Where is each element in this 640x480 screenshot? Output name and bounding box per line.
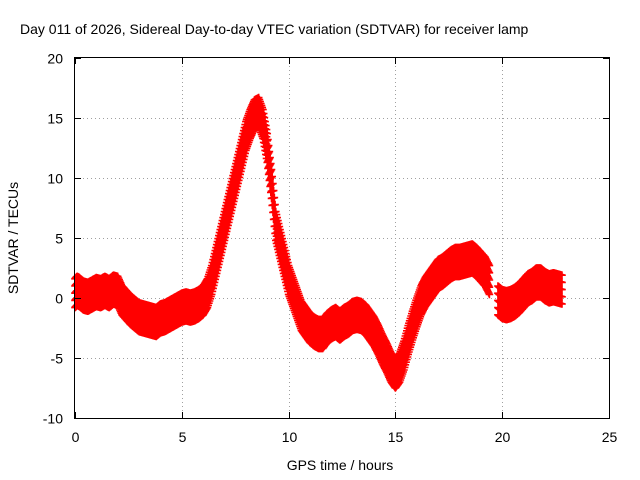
x-tick-label: 20	[495, 429, 511, 445]
data-point	[271, 200, 279, 209]
data-point	[558, 300, 566, 308]
y-tick-label: 10	[47, 171, 63, 187]
data-point	[264, 135, 272, 144]
data-point	[267, 159, 275, 168]
y-tick-label: 15	[47, 111, 63, 127]
data-point	[269, 179, 277, 188]
x-tick-label: 10	[282, 429, 298, 445]
x-tick-label: 0	[72, 429, 80, 445]
plot-frame	[74, 57, 610, 419]
data-point	[558, 285, 566, 294]
data-point	[265, 147, 274, 156]
x-tick-label: 5	[179, 429, 187, 445]
series-2	[494, 264, 566, 324]
y-tick-label: -5	[51, 351, 64, 367]
data-point	[485, 283, 494, 291]
tick-labels: 0 5 10 15 20 25 -10 -5 0 5 10 15 20	[43, 51, 618, 446]
data-point	[485, 276, 494, 284]
data-point	[266, 153, 274, 162]
data-point	[558, 271, 566, 279]
data-point	[269, 186, 278, 195]
data-point	[485, 290, 494, 299]
x-tick-label: 25	[602, 429, 618, 445]
data-point	[485, 261, 494, 270]
data-point	[270, 193, 279, 202]
y-tick-label: 20	[47, 51, 63, 67]
data-point	[263, 129, 272, 138]
y-axis-title: SDTVAR / TECUs	[5, 182, 21, 294]
data-layer	[71, 93, 566, 392]
y-tick-label: 5	[55, 231, 63, 247]
x-axis-title: GPS time / hours	[287, 457, 394, 473]
data-point	[485, 269, 494, 277]
series-1	[71, 93, 494, 392]
data-point	[264, 141, 273, 150]
data-point	[268, 172, 277, 181]
data-point	[558, 293, 566, 301]
data-point	[267, 165, 276, 174]
chart-title: Day 011 of 2026, Sidereal Day-to-day VTE…	[20, 21, 529, 37]
grid	[75, 58, 609, 418]
data-point	[558, 278, 566, 287]
x-tick-label: 15	[388, 429, 404, 445]
y-tick-label: -10	[43, 411, 63, 427]
y-tick-label: 0	[55, 291, 63, 307]
